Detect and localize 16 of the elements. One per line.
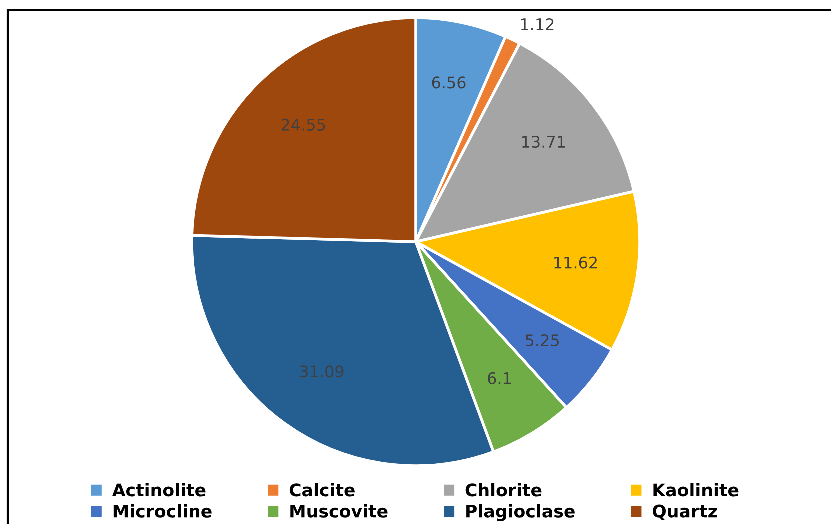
data-label: 31.09: [300, 366, 344, 378]
legend-label: Calcite: [290, 483, 355, 497]
data-label: 1.12: [521, 18, 554, 30]
legend-label: Kaolinite: [654, 483, 739, 497]
data-label: 6.56: [432, 76, 466, 89]
data-label: 13.71: [522, 136, 566, 148]
data-label: 5.25: [526, 334, 559, 347]
data-label: 11.62: [554, 256, 598, 269]
legend-label: Chlorite: [466, 483, 542, 497]
data-label: 24.55: [282, 118, 326, 131]
data-label: 6.1: [488, 372, 511, 384]
legend-label: Muscovite: [290, 504, 388, 518]
legend-label: Plagioclase: [466, 504, 575, 522]
legend-label: Microcline: [114, 504, 212, 518]
legend-label: Actinolite: [112, 483, 206, 497]
legend-label: Quartz: [652, 504, 718, 520]
